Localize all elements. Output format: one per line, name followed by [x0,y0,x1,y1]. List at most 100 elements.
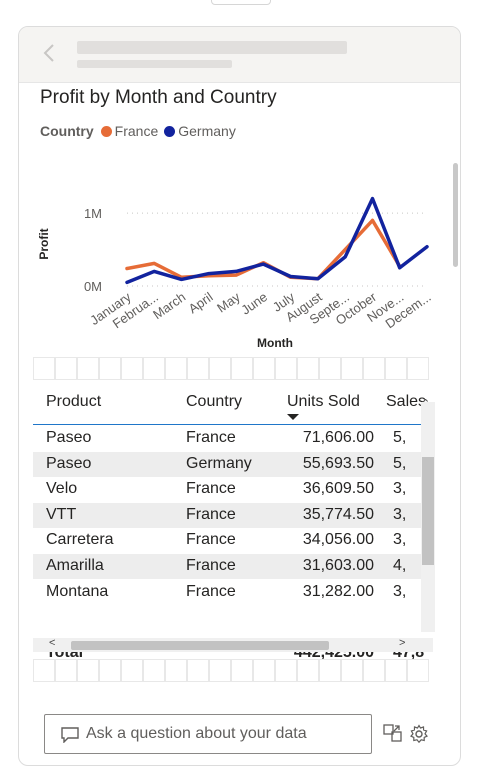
strip-cell [275,357,297,380]
strip-cell [55,659,77,682]
data-table: Product Country Units Sold Sales Paseo Fr… [33,387,433,661]
strip-cell [165,357,187,380]
cell-country: France [186,480,236,498]
strip-cell [231,659,253,682]
cell-units-sold: 34,056.00 [302,531,374,549]
strip-cell [231,357,253,380]
card-header [19,27,460,83]
legend-item-germany[interactable]: Germany [164,123,236,139]
sort-descending-icon [287,414,299,420]
strip-cell [407,357,429,380]
column-header-product[interactable]: Product [46,393,102,410]
strip-cell [143,357,165,380]
table-row[interactable]: Amarilla France 31,603.00 4, [33,554,433,579]
cell-product: Paseo [46,429,92,446]
cell-sales: 5, [393,429,407,446]
x-tick-label: May [214,289,243,316]
cell-sales: 3, [393,582,407,600]
strip-cell [385,357,407,380]
cell-sales: 3, [393,505,407,523]
strip-cell [385,659,407,682]
y-tick-label: 0M [84,279,102,294]
strip-cell [209,659,231,682]
table-header: Product Country Units Sold Sales [33,387,433,425]
cell-units-sold: 36,609.50 [302,480,374,498]
cell-units-sold: 71,606.00 [302,429,374,446]
cell-sales: 5, [393,454,407,472]
top-tab-handle[interactable] [211,0,271,5]
qa-input[interactable]: Ask a question about your data [44,714,372,754]
strip-cell [363,659,385,682]
chat-icon [61,727,79,743]
table-row[interactable]: Carretera France 34,056.00 3, [33,528,433,553]
legend-dot-icon [100,125,112,137]
strip-cell [33,357,55,380]
column-selector-strip [33,357,429,380]
column-header-units-sold[interactable]: Units Sold [287,393,360,410]
strip-cell [77,659,99,682]
legend-label: Germany [178,123,236,139]
column-selector-strip-bottom [33,659,429,682]
strip-cell [407,659,429,682]
visual-card: Profit by Month and Country Country Fran… [18,26,461,766]
y-axis-label: Profit [37,228,51,259]
cell-country: France [186,505,236,523]
cell-product: Carretera [46,531,114,549]
scroll-up-icon[interactable]: ⌃ [421,398,431,410]
strip-cell [99,357,121,380]
strip-cell [297,659,319,682]
column-header-sales[interactable]: Sales [386,393,427,410]
cell-units-sold: 31,603.00 [302,557,374,574]
table-horizontal-scroll-thumb[interactable] [71,641,329,650]
chart-legend: Country France Germany [40,123,242,139]
gear-icon[interactable] [409,724,429,744]
strip-cell [363,357,385,380]
strip-cell [209,357,231,380]
strip-cell [253,357,275,380]
series-line-germany [125,196,429,285]
qa-placeholder: Ask a question about your data [86,725,307,742]
table-row[interactable]: Paseo France 71,606.00 5, [33,426,433,451]
table-row[interactable]: Paseo Germany 55,693.50 5, [33,451,433,477]
scroll-left-icon[interactable]: < [49,637,56,649]
cell-sales: 3, [393,480,407,498]
cell-product: VTT [46,505,77,523]
strip-cell [77,357,99,380]
cell-country: France [186,531,236,549]
legend-title: Country [40,123,94,139]
cell-country: France [186,557,236,574]
header-subtitle-placeholder [77,60,232,68]
strip-cell [187,659,209,682]
table-row[interactable]: Montana France 31,282.00 3, [33,580,433,605]
x-tick-label: June [238,289,270,317]
cell-sales: 3, [393,531,407,549]
table-row[interactable]: Velo France 36,609.50 3, [33,477,433,502]
y-tick-label: 1M [84,206,102,221]
cell-sales: 4, [393,557,407,574]
scroll-right-icon[interactable]: > [399,637,406,649]
legend-label: France [114,123,159,139]
x-tick-label: April [186,289,216,316]
cell-units-sold: 55,693.50 [302,454,374,472]
column-header-country[interactable]: Country [186,393,243,410]
strip-cell [99,659,121,682]
cell-units-sold: 31,282.00 [302,582,374,600]
strip-cell [121,357,143,380]
legend-dot-icon [164,125,176,137]
x-axis-label: Month [257,336,293,350]
cell-product: Velo [46,480,78,498]
strip-cell [121,659,143,682]
chart-title: Profit by Month and Country [40,87,277,108]
table-vertical-scroll-thumb[interactable] [422,457,434,565]
cell-product: Amarilla [46,557,104,574]
strip-cell [341,659,363,682]
chevron-left-icon[interactable] [39,41,61,65]
share-icon[interactable] [383,724,403,742]
legend-item-france[interactable]: France [100,123,159,139]
strip-cell [165,659,187,682]
strip-cell [143,659,165,682]
table-row[interactable]: VTT France 35,774.50 3, [33,502,433,528]
chart-vertical-scrollbar[interactable] [453,163,458,267]
cell-product: Montana [46,582,109,600]
strip-cell [341,357,363,380]
